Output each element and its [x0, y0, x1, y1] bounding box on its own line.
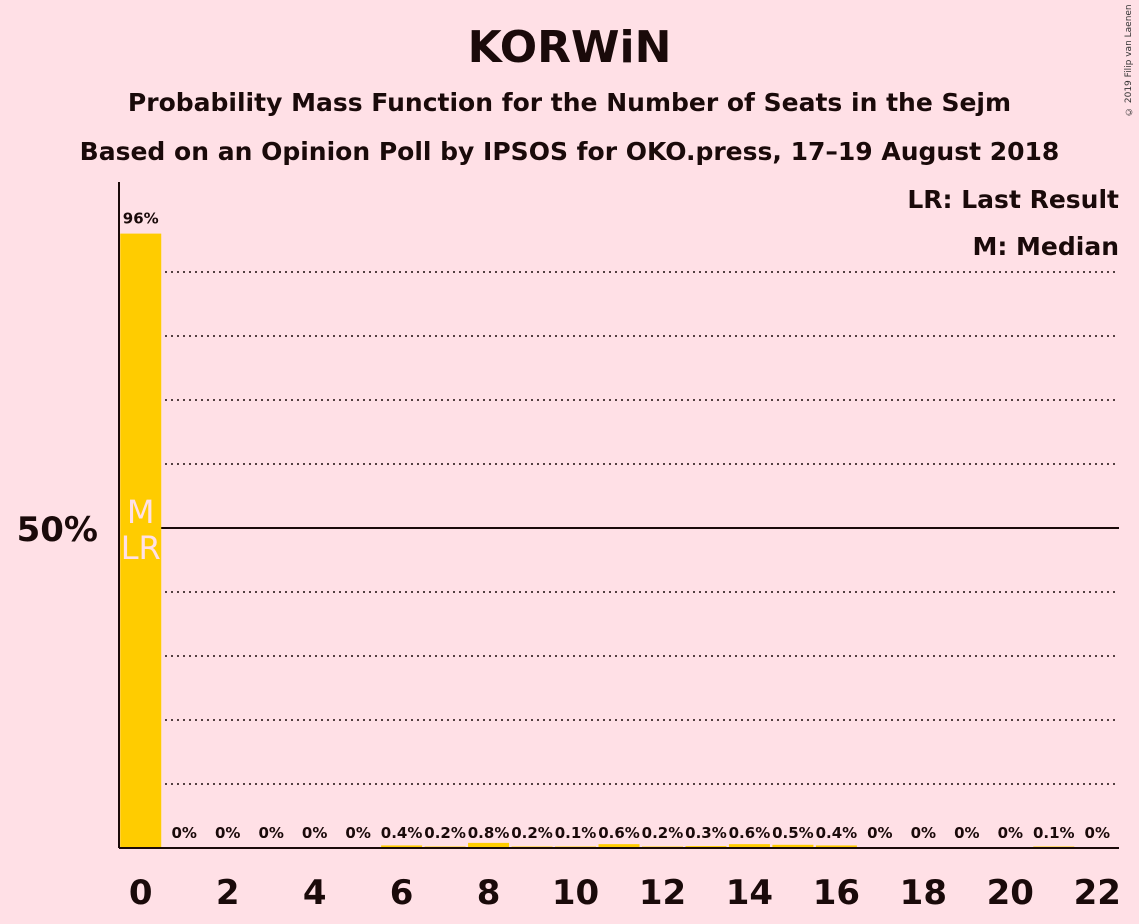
x-tick-label-20: 20 — [987, 873, 1034, 913]
bar-seat-16 — [815, 845, 857, 848]
data-label-seat-17: 0% — [867, 824, 892, 842]
data-label-seat-13: 0.3% — [685, 824, 727, 842]
data-label-seat-18: 0% — [911, 824, 936, 842]
y-tick-label-50: 50% — [17, 510, 98, 550]
x-tick-label-18: 18 — [900, 873, 947, 913]
data-label-seat-7: 0.2% — [424, 824, 466, 842]
x-tick-label-22: 22 — [1074, 873, 1121, 913]
data-label-seat-15: 0.5% — [772, 824, 814, 842]
bar-seat-8 — [468, 842, 510, 848]
last-result-marker: LR — [121, 529, 161, 567]
data-label-seat-0: 96% — [123, 210, 159, 228]
x-tick-label-16: 16 — [813, 873, 860, 913]
data-label-seat-16: 0.4% — [816, 824, 858, 842]
data-label-seat-22: 0% — [1085, 824, 1110, 842]
x-tick-label-0: 0 — [129, 873, 153, 913]
data-label-seat-3: 0% — [258, 824, 283, 842]
legend-last-result: LR: Last Result — [907, 185, 1119, 214]
chart-subtitle: Probability Mass Function for the Number… — [127, 88, 1012, 117]
data-label-seat-12: 0.2% — [642, 824, 684, 842]
bar-seat-11 — [598, 844, 640, 848]
legend-median: M: Median — [972, 232, 1119, 261]
data-label-seat-20: 0% — [998, 824, 1023, 842]
x-tick-label-12: 12 — [639, 873, 686, 913]
bar-seat-14 — [728, 844, 770, 848]
median-marker: M — [127, 493, 155, 531]
data-label-seat-21: 0.1% — [1033, 824, 1075, 842]
x-tick-label-10: 10 — [552, 873, 599, 913]
x-tick-label-4: 4 — [303, 873, 327, 913]
data-label-seat-2: 0% — [215, 824, 240, 842]
bar-seat-0 — [120, 233, 162, 849]
x-tick-label-2: 2 — [216, 873, 240, 913]
x-tick-label-8: 8 — [477, 873, 501, 913]
x-tick-label-14: 14 — [726, 873, 773, 913]
bar-seat-15 — [772, 844, 814, 848]
data-label-seat-11: 0.6% — [598, 824, 640, 842]
data-label-seat-1: 0% — [171, 824, 196, 842]
chart-subtitle-source: Based on an Opinion Poll by IPSOS for OK… — [79, 137, 1060, 166]
data-label-seat-5: 0% — [345, 824, 370, 842]
x-tick-label-6: 6 — [390, 873, 414, 913]
bar-seat-6 — [381, 845, 423, 848]
data-label-seat-4: 0% — [302, 824, 327, 842]
data-label-seat-9: 0.2% — [511, 824, 553, 842]
chart-title: KORWiN — [467, 22, 672, 73]
data-label-seat-19: 0% — [954, 824, 979, 842]
data-label-seat-6: 0.4% — [381, 824, 423, 842]
data-label-seat-8: 0.8% — [468, 824, 510, 842]
data-label-seat-10: 0.1% — [555, 824, 597, 842]
data-label-seat-14: 0.6% — [729, 824, 771, 842]
